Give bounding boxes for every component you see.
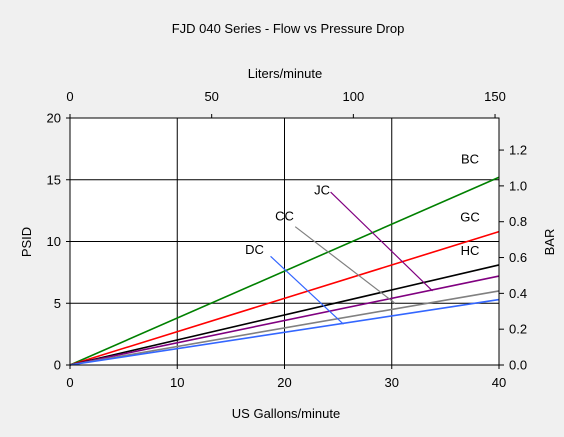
x-tick-label: 20	[277, 375, 291, 390]
right-tick-label: 0.0	[509, 358, 527, 373]
x-tick-label: 30	[385, 375, 399, 390]
y-axis-label: PSID	[19, 227, 34, 257]
series-line-bc	[69, 176, 500, 366]
top-tick-label: 100	[343, 89, 365, 104]
series-line-gc	[69, 230, 500, 366]
series-label-bc: BC	[461, 152, 479, 167]
top-tick-label: 150	[484, 89, 506, 104]
right-tick-label: 0.6	[509, 250, 527, 265]
right-tick-label: 0.2	[509, 322, 527, 337]
y-tick-label: 20	[47, 111, 61, 126]
top-tick-label: 0	[66, 89, 73, 104]
series-line-dc	[69, 298, 500, 366]
series-label-jc: JC	[314, 183, 330, 198]
y-tick-label: 5	[54, 296, 61, 311]
axes: 0 10 20 30 40 0 5 10 15 20 0 50 100 150 0.0 0.2 0.4 0.6 0.…	[47, 89, 528, 390]
y-tick-label: 0	[54, 358, 61, 373]
series-line-jc	[69, 275, 500, 366]
leader-line-dc	[270, 255, 344, 325]
series-label-dc: DC	[245, 242, 264, 257]
right-tick-label: 0.8	[509, 214, 527, 229]
right-tick-label: 1.2	[509, 143, 527, 158]
leader-line-jc	[330, 191, 433, 292]
y-tick-label: 15	[47, 172, 61, 187]
y-tick-label: 10	[47, 234, 61, 249]
x-tick-label: 0	[66, 375, 73, 390]
x-tick-label: 10	[170, 375, 184, 390]
series-group	[69, 176, 500, 366]
series-line-hc	[69, 264, 500, 366]
x-axis-label: US Gallons/minute	[232, 406, 340, 421]
right-axis-label: BAR	[542, 229, 557, 256]
series-label-hc: HC	[461, 243, 480, 258]
chart-title: FJD 040 Series - Flow vs Pressure Drop	[172, 21, 405, 36]
series-label-cc: CC	[275, 209, 294, 224]
series-line-cc	[69, 290, 500, 366]
x-tick-label: 40	[492, 375, 506, 390]
series-label-gc: GC	[460, 210, 480, 225]
right-tick-label: 0.4	[509, 286, 527, 301]
top-tick-label: 50	[204, 89, 218, 104]
annotations: BC GC HC JC CC DC	[245, 152, 480, 325]
leader-line-cc	[294, 226, 396, 304]
right-tick-label: 1.0	[509, 178, 527, 193]
top-axis-label: Liters/minute	[248, 66, 322, 81]
